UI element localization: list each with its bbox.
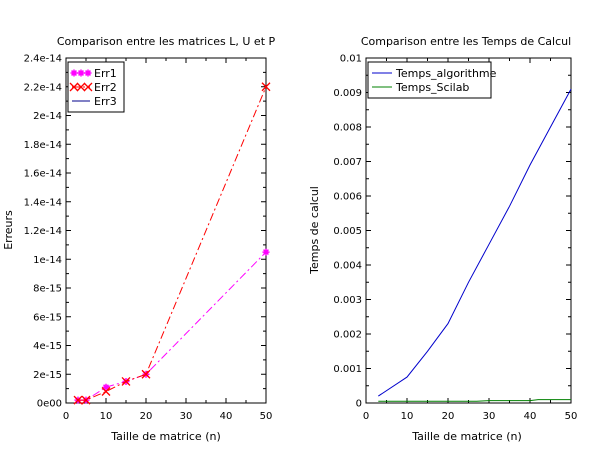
y-tick-label: 0	[356, 399, 362, 410]
y-tick-label: 0.004	[333, 261, 362, 272]
chart-errors-ylabel: Erreurs	[2, 210, 15, 250]
chart-errors: Comparison entre les matrices L, U et P …	[2, 35, 276, 443]
y-tick-label: 0.009	[333, 88, 362, 99]
x-tick-label: 40	[524, 411, 537, 422]
x-tick-label: 10	[100, 411, 113, 422]
y-tick-label: 0e00	[37, 399, 62, 410]
y-tick-label: 0.002	[333, 330, 362, 341]
y-tick-label: 0.001	[333, 364, 362, 375]
legend-label-temps-algorithme: Temps_algorithme	[395, 67, 497, 80]
data-point-err1	[102, 383, 110, 391]
legend-marker-err1	[70, 69, 78, 77]
x-tick-label: 30	[180, 411, 193, 422]
series-line-temps-algorithme	[378, 88, 572, 397]
data-point-err2	[101, 387, 111, 396]
y-tick-label: 0.003	[333, 295, 362, 306]
legend-marker-err2	[69, 82, 79, 92]
y-tick-label: 2e-15	[33, 370, 62, 381]
y-tick-label: 1.2e-14	[24, 226, 62, 237]
legend-label-err2: Err2	[94, 81, 117, 94]
y-tick-label: 0.006	[333, 192, 362, 203]
chart-time: Comparison entre les Temps de Calcul 0 10…	[308, 35, 577, 443]
legend-label-err1: Err1	[94, 67, 117, 80]
y-tick-label: 1e-14	[33, 255, 62, 266]
y-tick-label: 4e-15	[33, 341, 62, 352]
x-tick-label: 0	[363, 411, 369, 422]
data-point-err2	[261, 82, 271, 92]
data-point-err2	[81, 395, 91, 405]
chart-time-series	[378, 88, 572, 402]
y-tick-label: 1.4e-14	[24, 197, 62, 208]
y-tick-label: 8e-15	[33, 284, 62, 295]
data-point-err1	[262, 248, 270, 256]
x-tick-label: 20	[140, 411, 153, 422]
legend-marker-err1	[84, 69, 92, 77]
chart-time-legend-box	[367, 61, 492, 99]
legend-marker-err1	[77, 69, 85, 77]
y-tick-label: 2e-14	[33, 111, 62, 122]
y-tick-label: 0.01	[340, 54, 362, 65]
chart-errors-xlabel: Taille de matrice (n)	[110, 430, 221, 443]
x-tick-label: 30	[483, 411, 496, 422]
series-line-err2	[78, 86, 267, 401]
legend-marker-err2	[76, 82, 86, 92]
x-tick-label: 40	[220, 411, 233, 422]
chart-time-ylabel: Temps de calcul	[308, 186, 321, 275]
chart-errors-ticks: 0 10 20 30 40 50 0e00 2e-15 4e-15 6e-15 8e-15 1e-14…	[24, 54, 273, 423]
legend-label-err3: Err3	[94, 95, 117, 108]
chart-time-ticks: 0 10 20 30 40 50 0 0.001 0.002 0.003 0.004 0.005 0.0…	[333, 54, 577, 423]
x-tick-label: 0	[63, 411, 69, 422]
y-tick-label: 2.4e-14	[24, 54, 62, 65]
y-tick-label: 1.6e-14	[24, 169, 62, 180]
data-point-err2	[141, 369, 151, 379]
y-tick-label: 0.008	[333, 123, 362, 134]
data-point-err2	[73, 395, 83, 405]
series-line-temps-scilab	[378, 399, 571, 402]
y-tick-label: 2.2e-14	[24, 82, 62, 93]
chart-errors-series	[73, 82, 271, 405]
y-tick-label: 0.007	[333, 157, 362, 168]
y-tick-label: 1.8e-14	[24, 140, 62, 151]
x-tick-label: 20	[442, 411, 455, 422]
x-tick-label: 10	[401, 411, 414, 422]
y-tick-label: 0.005	[333, 226, 362, 237]
x-tick-label: 50	[565, 411, 578, 422]
chart-time-xlabel: Taille de matrice (n)	[411, 430, 522, 443]
legend-label-temps-scilab: Temps_Scilab	[395, 81, 469, 94]
chart-errors-title: Comparison entre les matrices L, U et P	[57, 35, 276, 48]
y-tick-label: 6e-15	[33, 312, 62, 323]
data-point-err2	[121, 376, 131, 386]
chart-time-title: Comparison entre les Temps de Calcul	[361, 35, 571, 48]
x-tick-label: 50	[260, 411, 273, 422]
legend-marker-err2	[83, 82, 93, 92]
